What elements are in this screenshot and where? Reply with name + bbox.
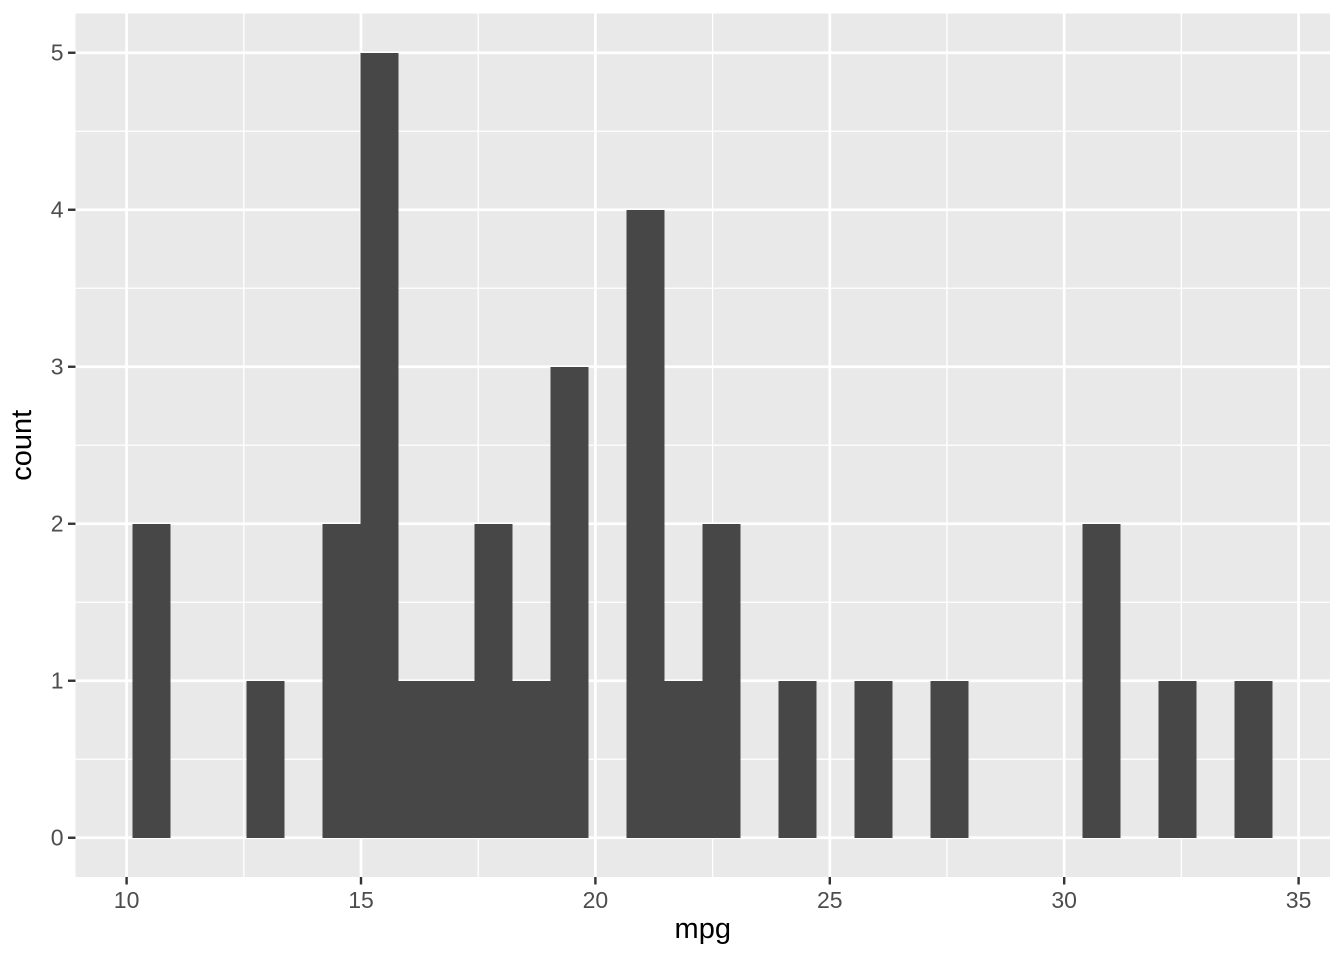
histogram-bars [132, 52, 1273, 838]
histogram-bar [474, 523, 513, 838]
x-tick-label: 20 [583, 887, 609, 913]
histogram-bar [512, 680, 551, 838]
histogram-bar [1234, 680, 1273, 838]
x-tick-label: 25 [817, 887, 843, 913]
y-tick-label: 1 [51, 668, 64, 694]
histogram-bar [626, 209, 665, 838]
x-tick-label: 35 [1286, 887, 1312, 913]
x-axis-title: mpg [675, 913, 731, 945]
histogram-bar [702, 523, 741, 838]
y-tick-label: 2 [51, 511, 64, 537]
histogram-bar [132, 523, 171, 838]
x-tick-label: 10 [114, 887, 140, 913]
histogram-bar [360, 52, 399, 838]
y-tick-label: 4 [51, 197, 64, 223]
histogram-bar [854, 680, 893, 838]
x-tick-label: 30 [1051, 887, 1077, 913]
histogram-bar [930, 680, 969, 838]
histogram-bar [1082, 523, 1121, 838]
y-tick-label: 3 [51, 354, 64, 380]
x-axis-tick-labels: 10 15 20 25 30 35 [114, 887, 1312, 913]
y-tick-label: 0 [51, 825, 64, 851]
y-axis-title: count [6, 410, 38, 481]
histogram-bar [778, 680, 817, 838]
histogram-bar [398, 680, 437, 838]
histogram-bar [550, 366, 589, 838]
y-axis-tick-labels: 0 1 2 3 4 5 [51, 40, 64, 851]
histogram-bar [246, 680, 285, 838]
axis-tick-marks [68, 51, 1300, 885]
histogram-bar [664, 680, 703, 838]
histogram-bar [436, 680, 475, 838]
histogram-bar [322, 523, 361, 838]
y-tick-label: 5 [51, 40, 64, 66]
histogram-bar [1158, 680, 1197, 838]
x-tick-label: 15 [348, 887, 374, 913]
